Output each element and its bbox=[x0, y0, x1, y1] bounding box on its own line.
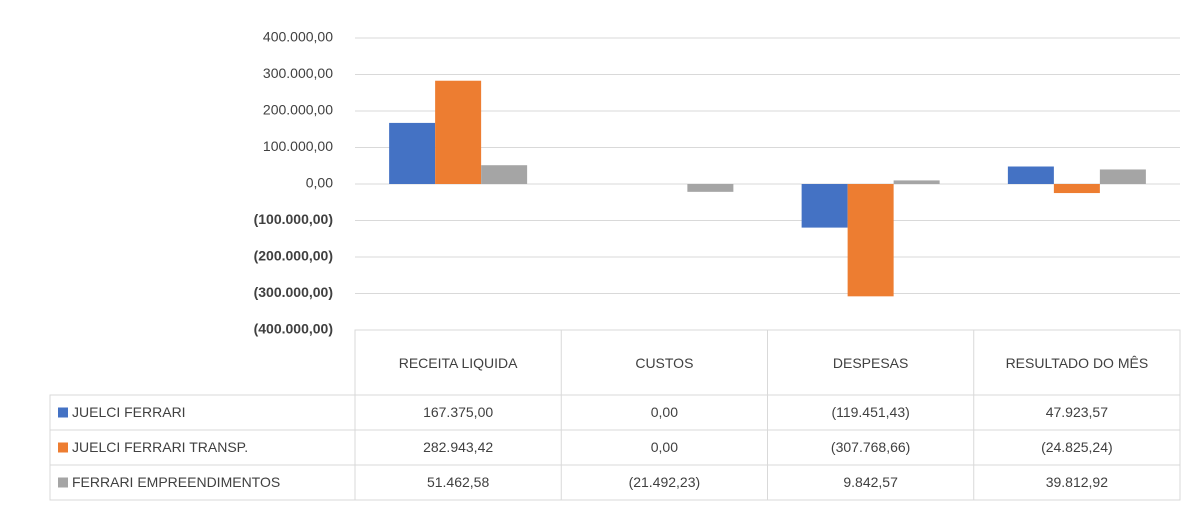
bar bbox=[847, 184, 894, 297]
table-value: (24.825,24) bbox=[1041, 439, 1113, 455]
table-value: 9.842,57 bbox=[843, 474, 898, 490]
legend-label: JUELCI FERRARI bbox=[72, 404, 186, 420]
table-value: 39.812,92 bbox=[1046, 474, 1108, 490]
y-tick-label: 100.000,00 bbox=[263, 138, 333, 154]
y-tick-label: 300.000,00 bbox=[263, 65, 333, 81]
y-tick-label: (300.000,00) bbox=[254, 284, 333, 300]
table-value: (119.451,43) bbox=[831, 404, 909, 420]
legend-swatch bbox=[58, 407, 68, 418]
table-value: 282.943,42 bbox=[423, 439, 493, 455]
bar bbox=[435, 80, 482, 184]
category-label: RESULTADO DO MÊS bbox=[1005, 354, 1149, 371]
category-label: CUSTOS bbox=[635, 354, 694, 371]
table-value: 51.462,58 bbox=[427, 474, 489, 490]
bar bbox=[1053, 184, 1100, 194]
y-tick-label: 0,00 bbox=[306, 175, 333, 191]
bar bbox=[687, 184, 734, 192]
table-value: 47.923,57 bbox=[1046, 404, 1108, 420]
table-header-cell: RECEITA LIQUIDA bbox=[398, 354, 518, 371]
table-value: 167.375,00 bbox=[423, 404, 493, 420]
table-value: 0,00 bbox=[651, 439, 678, 455]
table-header-cell: RESULTADO DO MÊS bbox=[1005, 354, 1149, 371]
table-value: 0,00 bbox=[651, 404, 678, 420]
table-row-border bbox=[49, 394, 1181, 431]
legend-label: JUELCI FERRARI TRANSP. bbox=[72, 439, 248, 455]
y-tick-label: 200.000,00 bbox=[263, 102, 333, 118]
legend-label: FERRARI EMPREENDIMENTOS bbox=[72, 474, 280, 490]
bar bbox=[389, 122, 436, 184]
table-value: (21.492,23) bbox=[629, 474, 701, 490]
bar bbox=[1007, 166, 1054, 184]
table-value: (307.768,66) bbox=[831, 439, 910, 455]
category-label: DESPESAS bbox=[832, 354, 909, 371]
bar bbox=[801, 184, 848, 228]
table-header-cell: DESPESAS bbox=[832, 354, 909, 371]
y-tick-label: (400.000,00) bbox=[254, 321, 333, 337]
legend-swatch bbox=[58, 442, 68, 453]
table-header-cell: CUSTOS bbox=[635, 354, 694, 371]
y-tick-label: (200.000,00) bbox=[254, 248, 333, 264]
category-label: RECEITA LIQUIDA bbox=[398, 354, 518, 371]
y-tick-label: 400.000,00 bbox=[263, 29, 333, 45]
bar bbox=[893, 180, 940, 184]
bar bbox=[481, 165, 528, 184]
y-tick-label: (100.000,00) bbox=[254, 211, 333, 227]
legend-swatch bbox=[58, 477, 68, 488]
bar bbox=[1099, 169, 1146, 184]
